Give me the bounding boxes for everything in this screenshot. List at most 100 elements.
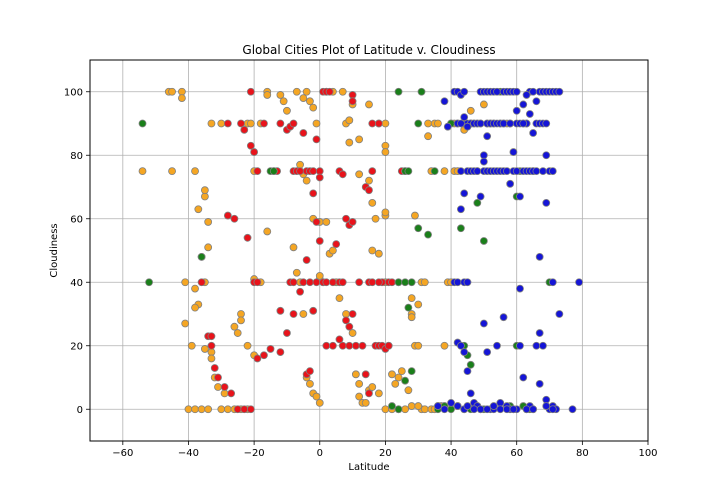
scatter-point-green <box>394 87 403 96</box>
scatter-point-red <box>384 341 393 350</box>
scatter-point-orange <box>306 379 314 388</box>
scatter-point-blue <box>575 278 583 287</box>
y-tick-label: 80 <box>70 151 83 162</box>
scatter-point-orange <box>355 392 364 401</box>
x-tick-label: 100 <box>638 448 657 459</box>
scatter-point-red <box>276 306 285 315</box>
scatter-point-blue <box>440 97 449 106</box>
plot-frame <box>89 59 649 442</box>
scatter-point-orange <box>365 176 373 185</box>
scatter-point-red <box>197 278 206 287</box>
scatter-point-orange <box>292 268 301 277</box>
scatter-point-blue <box>476 119 485 128</box>
scatter-point-orange <box>276 91 285 99</box>
scatter-point-blue <box>519 119 528 128</box>
scatter-point-red <box>296 167 304 176</box>
x-tick-label: 0 <box>317 448 323 459</box>
scatter-point-orange <box>397 367 406 376</box>
scatter-point-red <box>368 119 377 128</box>
scatter-point-blue <box>502 167 511 176</box>
scatter-point-blue <box>443 122 452 131</box>
scatter-point-orange <box>374 249 383 258</box>
scatter-point-red <box>240 125 249 134</box>
scatter-point-blue <box>463 402 472 410</box>
x-tick-label: −20 <box>244 448 265 459</box>
scatter-point-orange <box>381 405 390 414</box>
scatter-point-blue <box>457 119 465 128</box>
scatter-point-orange <box>204 243 213 252</box>
scatter-point-red <box>260 351 268 360</box>
scatter-point-green <box>404 303 413 312</box>
scatter-point-red <box>325 87 334 96</box>
scatter-point-green <box>473 198 482 207</box>
scatter-point-blue <box>522 405 531 414</box>
scatter-point-blue <box>539 167 547 176</box>
scatter-point-green <box>414 119 423 128</box>
scatter-point-orange <box>204 405 213 414</box>
scatter-point-red <box>230 214 239 223</box>
scatter-point-red <box>276 348 285 357</box>
scatter-point-orange <box>371 214 380 223</box>
scatter-point-blue <box>529 129 538 137</box>
scatter-point-green <box>401 278 410 287</box>
scatter-point-orange <box>440 341 449 350</box>
scatter-point-red <box>315 237 324 245</box>
scatter-point-orange <box>315 271 324 280</box>
chart-title: Global Cities Plot of Latitude v. Cloudi… <box>242 43 495 57</box>
scatter-point-orange <box>414 341 423 350</box>
scatter-point-red <box>260 119 268 128</box>
y-tick-label: 100 <box>64 87 83 98</box>
scatter-point-blue <box>460 189 469 198</box>
scatter-point-red <box>309 189 318 198</box>
scatter-point-blue <box>535 379 544 388</box>
x-tick-label: −60 <box>112 448 133 459</box>
scatter-point-orange <box>168 167 176 176</box>
scatter-point-green <box>394 405 403 414</box>
scatter-point-red <box>246 141 255 150</box>
scatter-point-red <box>253 167 262 176</box>
scatter-point-orange <box>338 87 347 96</box>
scatter-point-blue <box>483 348 492 357</box>
scatter-point-blue <box>460 87 469 96</box>
scatter-point-red <box>210 364 219 372</box>
scatter-point-blue <box>516 192 524 201</box>
scatter-point-blue <box>483 405 492 414</box>
scatter-point-red <box>289 310 298 318</box>
scatter-point-red <box>266 345 275 353</box>
y-tick-label: 20 <box>70 341 83 352</box>
scatter-point-orange <box>217 119 226 128</box>
scatter-point-orange <box>181 278 190 287</box>
scatter-point-orange <box>184 405 193 414</box>
scatter-point-blue <box>519 100 528 109</box>
scatter-point-blue <box>476 192 485 201</box>
scatter-point-blue <box>453 278 462 287</box>
scatter-point-orange <box>263 91 272 99</box>
scatter-point-blue <box>499 119 508 128</box>
scatter-point-orange <box>237 316 245 325</box>
scatter-point-orange <box>246 119 255 128</box>
scatter-point-blue <box>519 373 528 382</box>
y-tick-label: 40 <box>70 278 83 289</box>
scatter-point-red <box>315 173 324 182</box>
scatter-point-blue <box>506 119 515 128</box>
scatter-point-orange <box>381 208 390 217</box>
scatter-point-blue <box>463 367 472 376</box>
scatter-point-blue <box>529 87 538 96</box>
scatter-point-orange <box>191 167 199 176</box>
scatter-point-orange <box>200 345 209 353</box>
scatter-point-red <box>299 278 308 287</box>
scatter-point-blue <box>532 167 541 176</box>
scatter-point-blue <box>434 402 442 410</box>
scatter-point-orange <box>381 148 390 156</box>
scatter-point-red <box>237 119 245 128</box>
scatter-point-red <box>355 278 364 287</box>
scatter-point-blue <box>473 167 482 176</box>
scatter-point-blue <box>506 179 515 188</box>
scatter-point-orange <box>194 205 203 214</box>
scatter-point-red <box>246 405 255 414</box>
scatter-point-red <box>220 383 229 391</box>
scatter-point-orange <box>404 386 413 395</box>
scatter-point-orange <box>361 398 370 407</box>
scatter-point-orange <box>292 87 301 96</box>
